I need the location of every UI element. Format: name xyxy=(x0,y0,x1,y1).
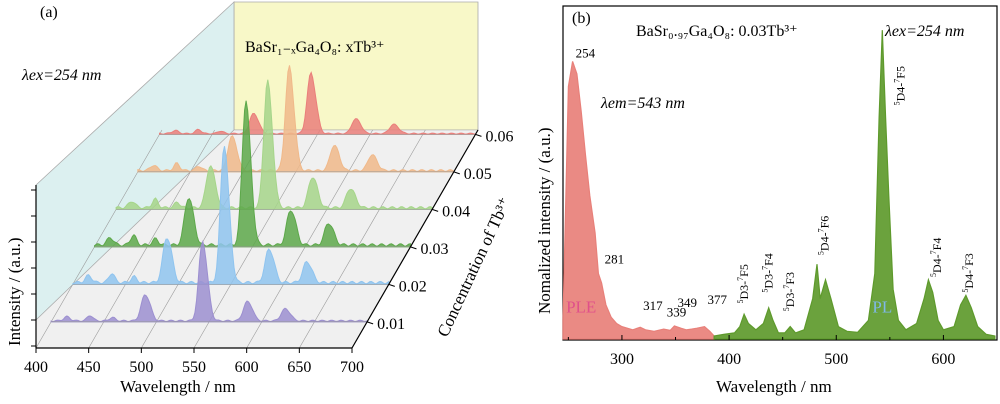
panel-a-label: (a) xyxy=(40,4,58,21)
peak-label: 281 xyxy=(605,251,625,266)
x-tick-label: 500 xyxy=(824,351,848,368)
concentration-tick-label: 0.01 xyxy=(377,316,405,333)
floor-grid-line xyxy=(246,129,373,349)
panel-b-x-ticks: 300 400 500 600 xyxy=(567,335,998,368)
concentration-axis-ticks: 0.01 0.02 0.03 0.04 0.05 0.06 xyxy=(366,128,513,333)
spectra-ridges xyxy=(50,65,477,323)
panel-b-excitation: λex=254 nm xyxy=(884,23,964,40)
panel-b-ylabel: Nomalized intensity / (a.u.) xyxy=(535,128,554,314)
panel-b-xlabel: Wavelength / nm xyxy=(716,377,832,396)
concentration-tick-label: 0.03 xyxy=(420,241,448,258)
spectrum-ple xyxy=(562,61,715,340)
transition-label: 5D4-7F5 xyxy=(893,66,908,105)
x-tick-label: 400 xyxy=(717,351,741,368)
panel-a-excitation: λex=254 nm xyxy=(21,67,101,84)
concentration-tick-label: 0.06 xyxy=(485,128,513,145)
floor-grid-line xyxy=(35,129,163,349)
transition-label: 5D3-7F3 xyxy=(782,272,797,311)
x-tick-label: 500 xyxy=(129,359,153,376)
floor-grid-line xyxy=(299,129,426,349)
transition-label: 5D3-7F4 xyxy=(761,253,776,292)
ridge-0.06 xyxy=(158,71,477,135)
panel-b-frame xyxy=(562,5,998,341)
peak-label: 317 xyxy=(643,298,663,313)
x-tick-label: 300 xyxy=(610,351,634,368)
ridge-0.02 xyxy=(72,146,390,285)
peak-label: 349 xyxy=(677,295,697,310)
panel-b-spectra xyxy=(562,30,996,340)
wavelength-axis-ticks: 400 450 500 550 600 650 700 xyxy=(24,348,364,376)
svg-text:5D4-7F5: 5D4-7F5 xyxy=(893,66,908,105)
intensity-axis-ticks xyxy=(31,189,36,347)
panel-a-xlabel: Wavelength / nm xyxy=(120,377,236,396)
spectrum-pl xyxy=(713,30,996,340)
svg-text:5D4-7F4: 5D4-7F4 xyxy=(929,238,944,277)
ridge-0.03 xyxy=(93,100,412,248)
peak-label: 339 xyxy=(667,304,687,319)
panel-b-title: BaSr₀.₉₇Ga₄O₈: 0.03Tb³⁺ xyxy=(636,23,798,40)
x-tick-label: 700 xyxy=(340,359,364,376)
x-tick-label: 400 xyxy=(24,359,48,376)
concentration-tick xyxy=(475,133,482,137)
x-tick-label: 550 xyxy=(182,359,206,376)
svg-text:5D3-7F4: 5D3-7F4 xyxy=(761,253,776,292)
x-tick-label: 650 xyxy=(287,359,311,376)
series-label-pl: PL xyxy=(872,298,892,317)
transition-label: 5D4-7F4 xyxy=(929,238,944,277)
concentration-tick xyxy=(366,321,374,325)
panel-b-label: (b) xyxy=(572,10,591,27)
peak-label: 254 xyxy=(576,45,596,60)
ridge-0.01 xyxy=(50,239,368,323)
x-tick-label: 450 xyxy=(77,359,101,376)
panel-a-title: BaSr₁₋ₓGa₄O₈: xTb³⁺ xyxy=(245,39,385,56)
concentration-axis xyxy=(351,129,479,349)
svg-text:5D4-7F6: 5D4-7F6 xyxy=(817,216,832,255)
concentration-tick-label: 0.04 xyxy=(442,203,470,220)
panel-a-ylabel: Intensity / (a.u.) xyxy=(5,237,24,346)
svg-text:5D3-7F5: 5D3-7F5 xyxy=(736,264,751,303)
svg-text:5D4-7F3: 5D4-7F3 xyxy=(961,253,976,292)
svg-text:5D3-7F3: 5D3-7F3 xyxy=(782,272,797,311)
transition-label: 5D4-7F6 xyxy=(817,216,832,255)
concentration-tick-label: 0.05 xyxy=(464,166,492,183)
concentration-tick-label: 0.02 xyxy=(399,278,427,295)
transition-label: 5D3-7F5 xyxy=(736,264,751,303)
transition-label: 5D4-7F3 xyxy=(961,253,976,292)
concentration-tick xyxy=(431,208,439,212)
x-tick-label: 600 xyxy=(235,359,259,376)
concentration-tick xyxy=(453,171,460,175)
panel-b-emission: λem=543 nm xyxy=(600,95,685,112)
concentration-tick xyxy=(388,283,395,287)
panel-a: 400 450 500 550 600 650 700 0.010.020.030.040.… xyxy=(5,1,515,396)
concentration-tick xyxy=(410,246,417,250)
series-label-ple: PLE xyxy=(566,298,596,317)
peak-label: 377 xyxy=(707,292,727,307)
floor-grid-line xyxy=(88,129,215,349)
x-tick-label: 600 xyxy=(931,351,955,368)
ridge-0.05 xyxy=(137,65,455,173)
ridge-0.04 xyxy=(115,79,433,210)
